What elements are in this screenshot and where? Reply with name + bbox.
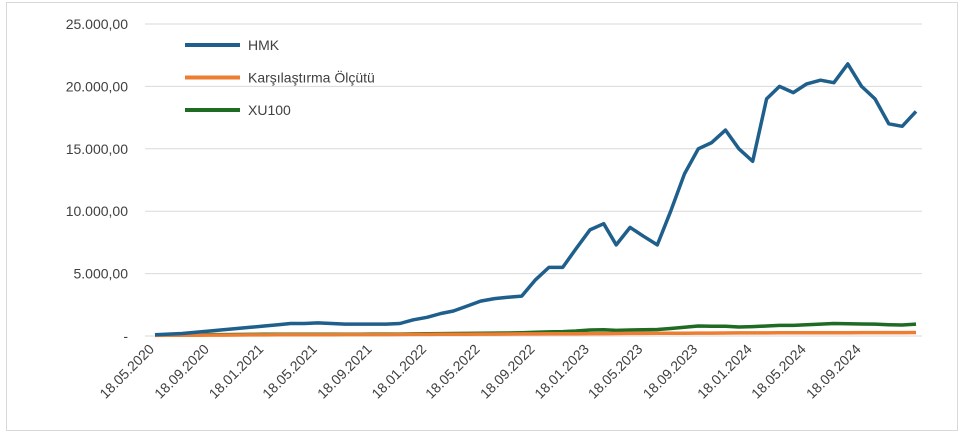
- legend-label: HMK: [248, 37, 280, 53]
- series-line: [154, 330, 917, 338]
- series-line: [154, 62, 918, 337]
- y-tick-label: 15.000,00: [66, 141, 128, 157]
- y-tick-label: 25.000,00: [66, 16, 128, 32]
- y-tick-label: -: [123, 328, 128, 344]
- y-tick-label: 20.000,00: [66, 78, 128, 94]
- chart-frame: [6, 2, 958, 431]
- y-tick-label: 5.000,00: [74, 266, 129, 282]
- legend-label: Karşılaştırma Ölçütü: [248, 69, 375, 86]
- y-tick-label: 10.000,00: [66, 203, 128, 219]
- legend-label: XU100: [248, 102, 291, 118]
